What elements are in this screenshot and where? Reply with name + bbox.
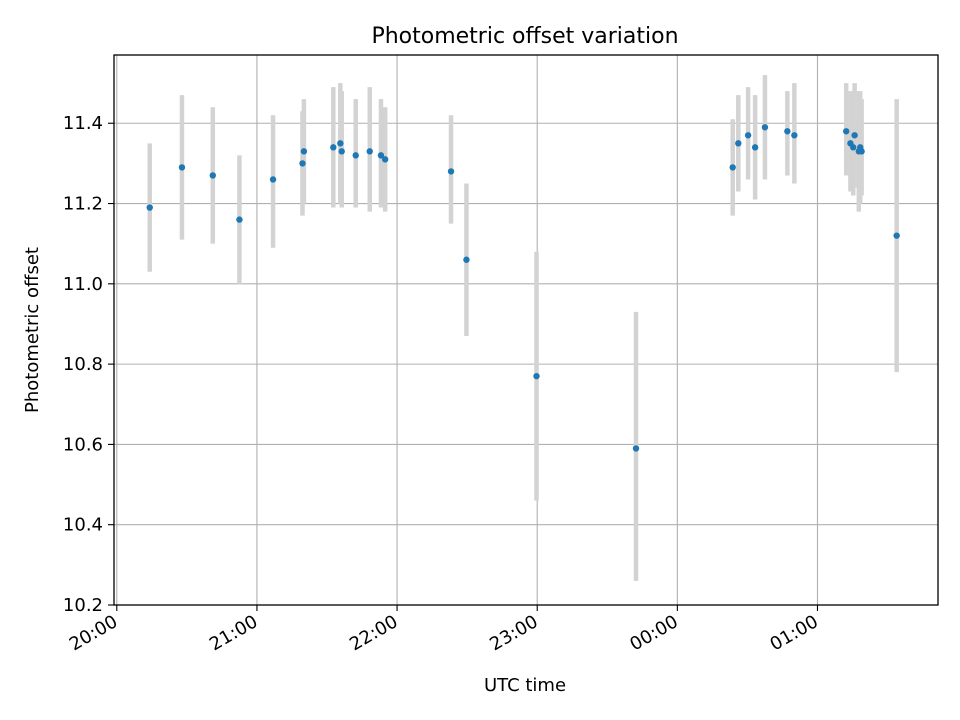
data-point: [744, 132, 752, 139]
data-point: [381, 156, 389, 163]
data-point: [729, 164, 736, 171]
data-point: [209, 172, 216, 179]
y-axis-label: Photometric offset: [22, 247, 43, 413]
y-tick-label: 11.0: [63, 274, 103, 295]
data-point: [735, 140, 742, 147]
data-point: [463, 256, 470, 263]
y-tick-label: 10.4: [63, 515, 103, 536]
data-point: [352, 152, 359, 159]
y-tick-label: 11.4: [63, 113, 103, 134]
data-point: [366, 148, 373, 155]
point-layer: [146, 124, 900, 452]
data-point: [300, 148, 308, 155]
data-point: [178, 164, 186, 171]
data-point: [851, 132, 858, 139]
data-point: [761, 124, 769, 131]
data-point: [850, 144, 857, 151]
x-axis-label: UTC time: [484, 675, 566, 696]
data-point: [146, 204, 153, 211]
grid-layer: [114, 55, 938, 606]
y-tick-label: 10.8: [63, 354, 103, 375]
data-point: [338, 148, 345, 155]
data-point: [632, 445, 640, 452]
chart-title: Photometric offset variation: [371, 24, 678, 49]
y-tick-label: 10.6: [63, 434, 103, 455]
data-point: [330, 144, 337, 151]
data-point: [377, 152, 385, 159]
data-point: [533, 372, 540, 380]
data-point: [784, 128, 791, 135]
y-tick-label: 10.2: [63, 595, 103, 616]
y-tick-label: 11.2: [63, 194, 103, 215]
data-point: [447, 168, 455, 175]
data-point: [843, 128, 850, 135]
data-point: [337, 140, 344, 147]
data-point: [858, 148, 865, 155]
axes-frame: [113, 54, 939, 606]
data-point: [236, 216, 243, 223]
data-point: [791, 132, 798, 139]
data-point: [893, 232, 900, 239]
data-point: [751, 144, 759, 151]
data-point: [299, 160, 306, 167]
data-point: [269, 176, 277, 183]
